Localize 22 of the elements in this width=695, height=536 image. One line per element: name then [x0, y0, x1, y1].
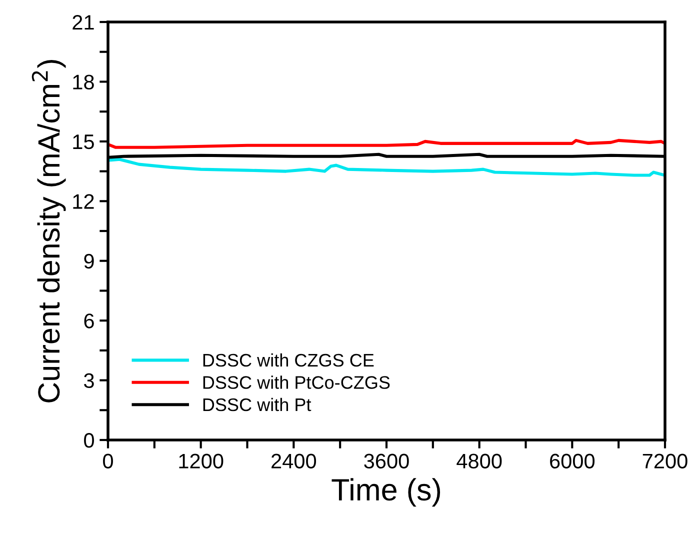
y-tick-label: 0 — [84, 433, 94, 448]
y-tick-label: 9 — [84, 254, 94, 269]
y-axis-title: Current density (mA/cm$^{2}$) — [32, 60, 66, 402]
y-tick-label: 12 — [73, 194, 94, 209]
y-tick-label: 6 — [84, 314, 94, 328]
x-tick-label: 1200 — [179, 454, 224, 468]
x-tick-label: 0 — [103, 454, 113, 468]
line-series — [108, 138, 665, 149]
legend-label: DSSC with CZGS CE — [203, 353, 374, 367]
legend-label: DSSC with Pt — [203, 398, 312, 412]
x-tick-label: 7200 — [642, 454, 688, 468]
x-tick-label: 6000 — [550, 454, 595, 468]
x-tick-label: 2400 — [272, 454, 316, 468]
x-tick-label: 4800 — [456, 454, 502, 468]
line-series — [108, 158, 665, 177]
x-axis-title: Time (s) — [332, 478, 440, 507]
y-tick-label: 18 — [73, 74, 94, 90]
y-tick-label: 15 — [73, 134, 94, 150]
y-tick-label: 21 — [72, 15, 94, 30]
x-tick-label: 3600 — [364, 454, 409, 468]
y-tick-label: 3 — [84, 373, 94, 388]
legend-label: DSSC with PtCo-CZGS — [203, 376, 390, 389]
